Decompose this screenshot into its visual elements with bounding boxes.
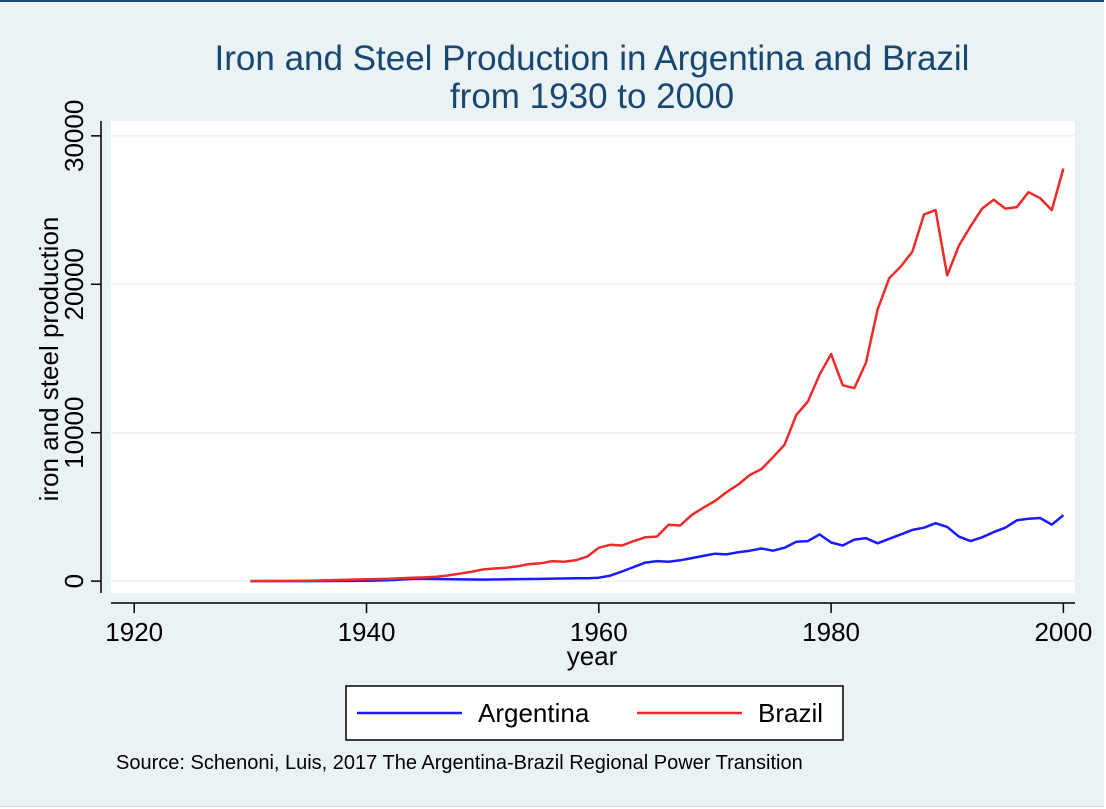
grid [111, 135, 1075, 582]
source-note: Source: Schenoni, Luis, 2017 The Argenti… [116, 752, 803, 774]
y-tick-label: 30000 [59, 100, 89, 172]
chart-subtitle: from 1930 to 2000 [450, 77, 734, 116]
x-tick-label: 1920 [105, 617, 163, 647]
plot-area [111, 121, 1075, 593]
chart-title: Iron and Steel Production in Argentina a… [215, 39, 970, 78]
x-tick-label: 2000 [1034, 617, 1092, 647]
legend-label-brazil: Brazil [758, 698, 823, 728]
series-line-brazil [250, 168, 1065, 583]
y-tick-label: 10000 [59, 397, 89, 469]
series-line-argentina [250, 514, 1065, 583]
axes: 0 10000 20000 30000 1920 1940 1960 1980 2000 [59, 100, 1092, 647]
y-tick-label: 0 [59, 574, 89, 588]
legend-label-argentina: Argentina [478, 698, 590, 728]
x-tick-label: 1980 [802, 617, 860, 647]
y-tick-label: 20000 [59, 248, 89, 320]
x-tick-label: 1940 [338, 617, 396, 647]
legend: Argentina Brazil [345, 685, 844, 741]
x-tick-label: 1960 [570, 617, 628, 647]
series-lines [250, 168, 1065, 583]
y-axis-title: iron and steel production [34, 217, 64, 502]
x-axis-title: year [567, 641, 618, 671]
